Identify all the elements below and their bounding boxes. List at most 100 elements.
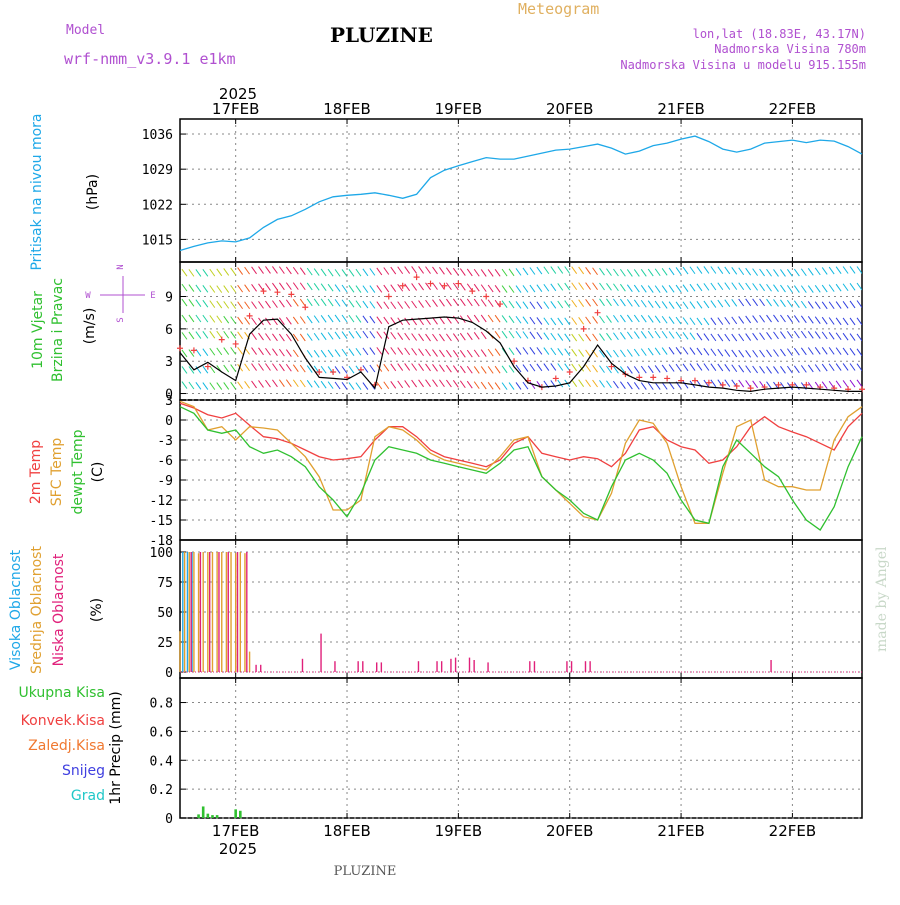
wind-barb: [821, 316, 828, 325]
wind-barb: [202, 365, 209, 374]
wind-barb: [473, 366, 480, 374]
wind-barb: [550, 332, 557, 341]
wind-barb: [515, 364, 522, 373]
y-tick-label: 75: [157, 576, 173, 591]
wind-barb: [188, 299, 195, 307]
wind-barb: [717, 333, 724, 342]
wind-barb: [446, 364, 452, 373]
wind-barb: [800, 285, 807, 293]
wind-barb: [285, 333, 292, 342]
wind-barb: [230, 301, 237, 309]
wind-barb: [272, 282, 278, 291]
wind-barb: [787, 330, 793, 339]
wind-barb: [682, 363, 689, 372]
wind-barb: [557, 363, 564, 371]
wind-barb: [675, 267, 682, 275]
wind-barb: [480, 299, 487, 307]
wind-barb: [828, 301, 835, 310]
wind-barb: [564, 282, 571, 291]
y-tick-label: 3: [165, 394, 173, 409]
wind-barb: [306, 349, 313, 358]
wind-barb: [181, 268, 188, 277]
wind-barb: [585, 379, 591, 388]
wind-barb: [752, 349, 759, 358]
wind-barb: [452, 365, 459, 373]
wind-barb: [557, 283, 564, 291]
wind-barb: [341, 314, 348, 323]
wind-barb: [244, 363, 250, 372]
wind-barb: [369, 285, 376, 293]
gust-marker: [218, 336, 225, 343]
y-tick-label: 1022: [142, 198, 173, 213]
wind-barb: [703, 379, 710, 388]
wind-barb: [299, 316, 306, 324]
wind-barb: [501, 300, 508, 308]
wind-barb: [668, 364, 675, 372]
wind-barb: [745, 349, 752, 358]
compass-icon: N E W S: [85, 264, 155, 322]
wind-barb: [710, 300, 717, 308]
wind-barb: [230, 364, 237, 372]
wind-barb: [272, 300, 278, 308]
wind-barb: [209, 268, 216, 277]
wind-barb: [404, 347, 411, 356]
compass-w: W: [85, 291, 91, 301]
wind-unit-label: (m/s): [82, 308, 98, 345]
wind-barb: [564, 317, 571, 326]
pressure-line: [179, 135, 863, 252]
wind-barb: [619, 381, 626, 389]
wind-barb: [292, 333, 299, 342]
wind-barb: [821, 301, 828, 310]
wind-barb: [418, 300, 424, 308]
wind-barb: [647, 285, 654, 293]
wind-barb: [773, 331, 779, 340]
wind-barb: [682, 317, 689, 325]
precip-bar: [234, 809, 237, 818]
wind-barb: [487, 382, 494, 390]
wind-barb: [571, 363, 578, 372]
wind-barb: [487, 348, 494, 357]
wind-barb: [654, 347, 661, 356]
wind-barb: [626, 366, 633, 374]
wind-barb: [334, 284, 341, 292]
wind-barb: [780, 269, 786, 277]
wind-barb: [272, 379, 278, 388]
wind-barb: [529, 347, 536, 355]
precip-legend-label: Ukupna Kisa: [18, 685, 105, 701]
wind-barb: [619, 332, 626, 340]
wind-barb: [515, 347, 522, 355]
wind-barb: [188, 284, 195, 292]
gust-marker: [204, 363, 211, 370]
precip-bar: [211, 815, 214, 818]
wind-barb: [703, 317, 710, 326]
wind-barb: [780, 331, 786, 339]
gust-marker: [511, 358, 518, 365]
wind-barb: [835, 332, 842, 341]
wind-barb: [466, 332, 473, 341]
wind-barb: [724, 266, 731, 275]
wind-barb: [362, 365, 369, 373]
gust-marker: [455, 280, 462, 287]
wind-barb: [278, 333, 285, 342]
wind-barb: [265, 333, 271, 341]
wind-barb: [439, 379, 445, 388]
wind-barb: [543, 332, 550, 340]
y-tick-label: 9: [165, 291, 173, 306]
wind-barb: [404, 283, 411, 292]
wind-barb: [766, 314, 772, 323]
wind-barb: [738, 267, 745, 276]
wind-barb: [640, 382, 647, 390]
wind-barb: [181, 314, 188, 323]
gust-marker: [246, 312, 253, 319]
gust-marker: [441, 282, 448, 289]
wind-barb: [439, 349, 445, 358]
wind-barb: [640, 285, 647, 293]
wind-barb: [814, 331, 821, 339]
wind-barb: [529, 363, 536, 372]
wind-barb: [571, 379, 578, 387]
wind-barb: [223, 285, 230, 293]
wind-barb: [633, 382, 640, 390]
wind-barb: [599, 380, 605, 388]
date-label-bottom: 19FEB: [435, 822, 482, 840]
